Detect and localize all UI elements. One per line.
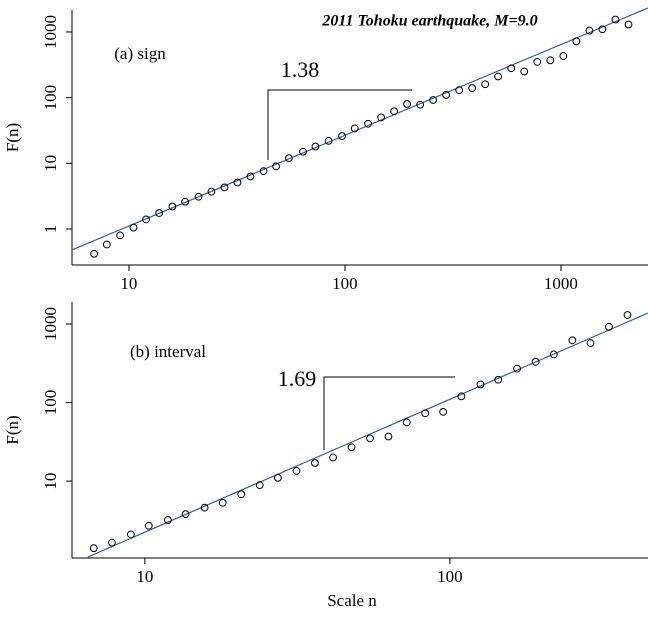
point [126, 530, 135, 539]
point [439, 408, 448, 416]
point [494, 375, 503, 384]
point [457, 392, 466, 401]
annotation: 1.69 [278, 366, 317, 391]
point [292, 466, 301, 475]
point [237, 490, 246, 499]
point [559, 52, 568, 60]
point [585, 26, 594, 35]
point [347, 443, 356, 452]
point [366, 434, 374, 443]
y-tick-label: 10 [41, 155, 60, 172]
point [384, 432, 393, 441]
chart-title: 2011 Tohoku earthquake, M=9.0 [321, 13, 537, 30]
point [513, 364, 521, 373]
point [255, 481, 264, 489]
point [144, 521, 153, 530]
point [218, 498, 227, 507]
y-axis-label: F(n) [3, 123, 22, 152]
y-tick-label: 100 [41, 85, 60, 111]
point [546, 56, 555, 65]
panel-label: (a) sign [114, 44, 166, 63]
point [129, 223, 138, 232]
point [311, 459, 319, 467]
point [200, 503, 209, 512]
point [299, 147, 307, 156]
point [89, 544, 98, 553]
point [181, 197, 190, 206]
y-tick-label: 1000 [41, 307, 60, 341]
point [568, 336, 577, 345]
point [194, 192, 203, 201]
point [455, 86, 464, 95]
point [102, 240, 111, 249]
point [624, 20, 633, 29]
point [324, 136, 333, 145]
point [108, 538, 116, 547]
slope-bracket [267, 89, 412, 160]
point [402, 418, 411, 427]
point [403, 100, 411, 108]
x-tick-label: 100 [437, 567, 463, 586]
y-tick-label: 100 [41, 390, 60, 416]
point [604, 322, 613, 331]
point [284, 154, 293, 163]
point [429, 96, 438, 104]
slope-bracket [323, 376, 455, 450]
point [468, 84, 477, 92]
point [549, 350, 558, 359]
panel-label: (b) interval [130, 342, 206, 361]
point [274, 473, 282, 482]
y-tick-label: 1 [41, 225, 60, 234]
point [377, 113, 385, 122]
point [181, 510, 190, 519]
point [338, 132, 346, 140]
point [611, 15, 620, 24]
y-axis-label: F(n) [3, 415, 22, 444]
point [507, 64, 516, 73]
point [481, 80, 490, 89]
point [598, 25, 607, 34]
point [164, 516, 172, 524]
fit-line [71, 7, 648, 251]
point [533, 58, 542, 66]
point [586, 339, 595, 348]
point [416, 100, 425, 109]
point [531, 357, 540, 366]
x-tick-label: 10 [136, 567, 153, 586]
point [155, 209, 164, 217]
x-tick-label: 1000 [544, 274, 578, 293]
fit-line [87, 312, 648, 558]
point [520, 67, 529, 76]
point [572, 37, 581, 46]
point [116, 231, 124, 240]
x-tick-label: 100 [332, 274, 358, 293]
point [329, 453, 337, 462]
point [220, 183, 229, 192]
point [233, 178, 242, 187]
x-axis-label: Scale n [327, 591, 377, 610]
point [364, 119, 372, 128]
point [90, 249, 99, 258]
x-tick-label: 10 [120, 274, 137, 293]
point [259, 167, 268, 176]
y-tick-label: 10 [41, 473, 60, 490]
y-tick-label: 1000 [41, 15, 60, 49]
point [442, 91, 450, 99]
annotation: 1.38 [281, 57, 320, 82]
point [390, 107, 399, 116]
point [421, 409, 430, 418]
point [246, 172, 255, 181]
point [272, 162, 280, 171]
point [207, 187, 216, 196]
point [168, 202, 177, 211]
point [142, 215, 150, 224]
point [476, 380, 485, 389]
point [311, 142, 320, 151]
point [623, 311, 632, 319]
point [494, 72, 503, 81]
point [350, 124, 359, 133]
